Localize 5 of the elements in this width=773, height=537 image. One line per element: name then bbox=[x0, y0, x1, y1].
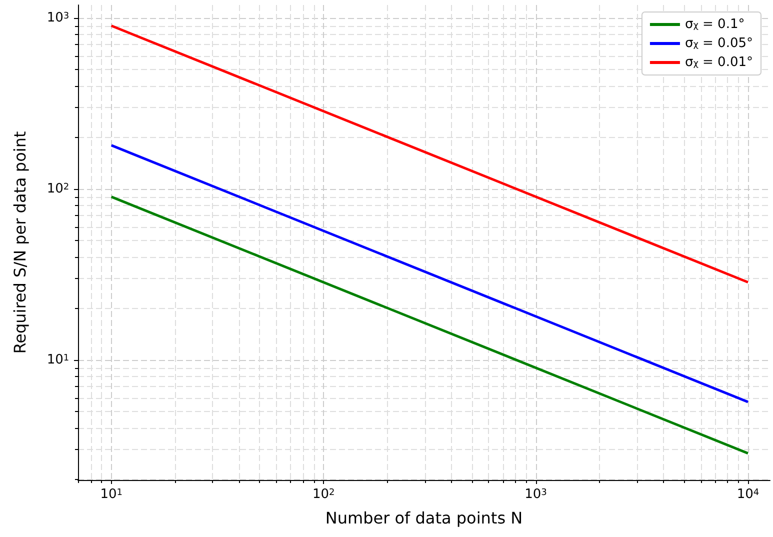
legend-label: σχ = 0.01° bbox=[684, 55, 754, 70]
y-axis-title: Required S/N per data point bbox=[10, 131, 30, 354]
legend-label: σχ = 0.1° bbox=[684, 17, 745, 32]
x-axis-title: Number of data points N bbox=[325, 508, 523, 528]
legend-label: σχ = 0.05° bbox=[684, 36, 754, 51]
